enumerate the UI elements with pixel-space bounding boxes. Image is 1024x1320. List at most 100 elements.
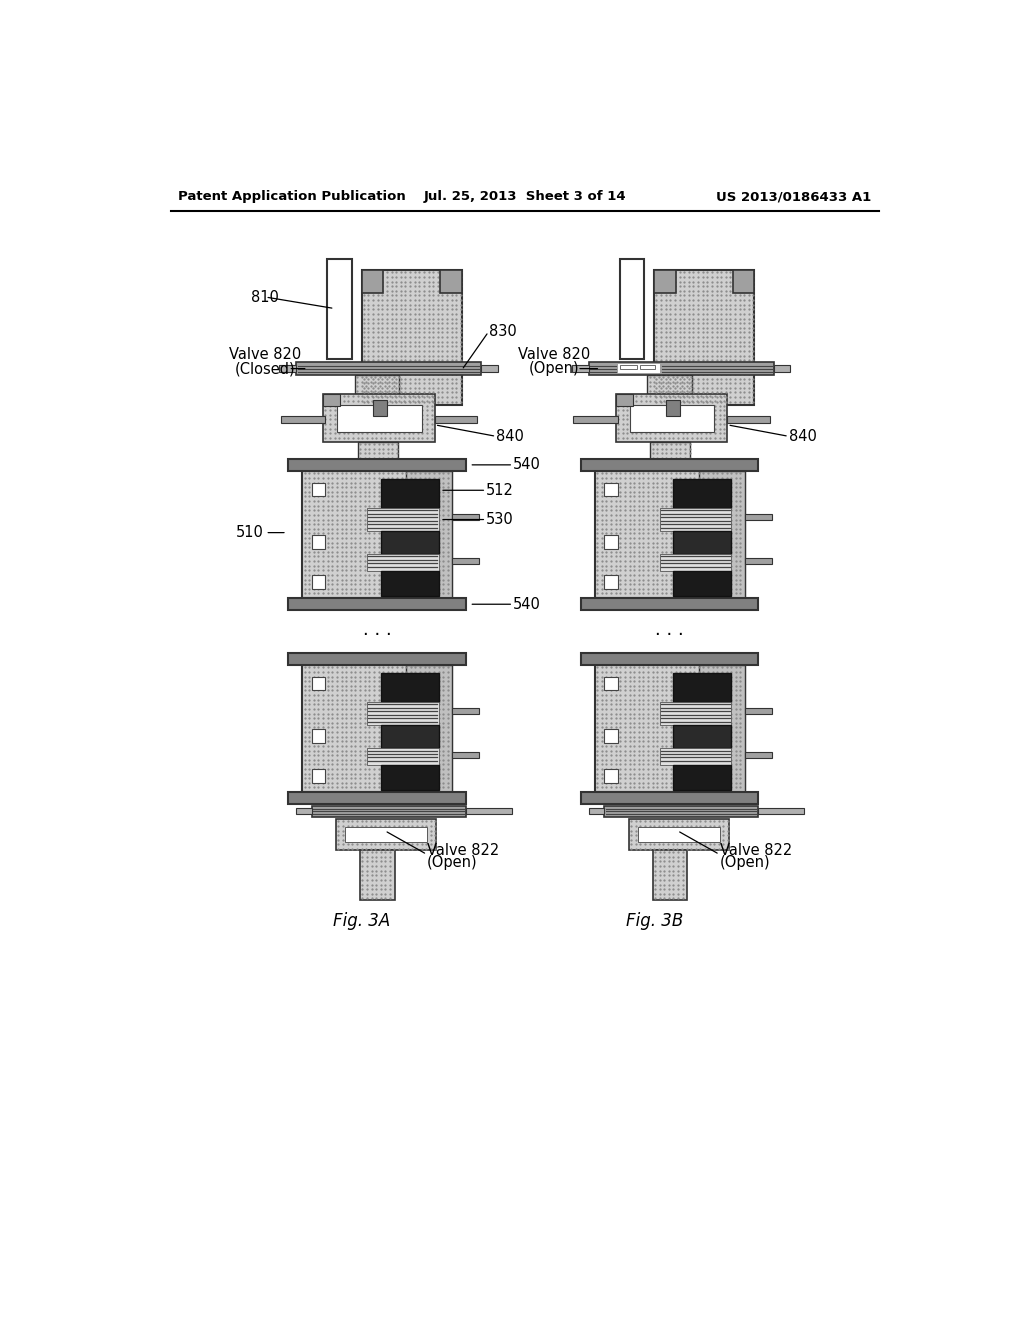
Bar — [638, 826, 720, 842]
Bar — [381, 673, 438, 702]
Bar — [629, 818, 729, 850]
Bar — [302, 665, 453, 792]
Bar — [589, 808, 604, 814]
Bar — [630, 405, 714, 432]
Bar — [571, 364, 589, 372]
Text: . . .: . . . — [655, 620, 684, 639]
Bar — [604, 535, 617, 549]
Bar — [652, 850, 687, 900]
Bar — [659, 554, 731, 572]
Bar — [440, 271, 462, 293]
Bar — [289, 792, 466, 804]
Bar — [367, 554, 438, 572]
Text: 530: 530 — [486, 512, 514, 527]
Bar — [758, 808, 804, 814]
Bar — [367, 748, 438, 766]
Bar — [674, 725, 731, 748]
Bar — [647, 375, 692, 395]
Text: 510: 510 — [236, 525, 264, 540]
Bar — [381, 766, 438, 789]
Bar — [296, 363, 481, 375]
Bar — [367, 508, 438, 531]
Bar — [674, 766, 731, 789]
Bar — [617, 364, 660, 374]
Bar — [621, 364, 637, 368]
Bar — [650, 442, 690, 459]
Bar — [589, 363, 773, 375]
Bar — [745, 708, 772, 714]
Bar — [337, 405, 422, 432]
Bar — [311, 770, 326, 783]
Text: Fig. 3A: Fig. 3A — [333, 912, 390, 931]
Text: (Open): (Open) — [528, 362, 580, 376]
Bar — [289, 653, 466, 665]
Bar — [280, 364, 296, 372]
Text: . . .: . . . — [362, 620, 391, 639]
Bar — [745, 558, 772, 564]
Bar — [289, 598, 466, 610]
Bar — [581, 459, 758, 471]
Bar — [604, 770, 617, 783]
Text: Valve 822: Valve 822 — [720, 843, 792, 858]
Text: Valve 820: Valve 820 — [229, 347, 301, 362]
Text: 540: 540 — [513, 597, 541, 611]
Bar — [323, 395, 340, 407]
Bar — [654, 271, 755, 405]
Bar — [407, 665, 453, 792]
Bar — [654, 271, 676, 293]
Bar — [581, 792, 758, 804]
Bar — [666, 400, 680, 416]
Bar — [360, 850, 394, 900]
Bar — [323, 395, 435, 442]
Bar — [604, 807, 758, 817]
Bar — [453, 558, 479, 564]
Bar — [407, 471, 453, 598]
Bar — [327, 259, 351, 359]
Bar — [311, 576, 326, 589]
Bar — [573, 416, 617, 424]
Bar — [733, 271, 755, 293]
Bar — [604, 576, 617, 589]
Text: 840: 840 — [788, 429, 817, 444]
Bar — [357, 442, 397, 459]
Bar — [373, 400, 387, 416]
Text: Valve 822: Valve 822 — [427, 843, 500, 858]
Text: 810: 810 — [251, 289, 280, 305]
Bar — [435, 416, 477, 424]
Bar — [659, 748, 731, 766]
Text: Fig. 3B: Fig. 3B — [626, 912, 683, 931]
Bar — [466, 808, 512, 814]
Text: (Closed): (Closed) — [234, 362, 296, 376]
Bar — [674, 673, 731, 702]
Bar — [745, 752, 772, 758]
Text: 512: 512 — [486, 483, 514, 498]
Bar — [381, 725, 438, 748]
Bar — [311, 483, 326, 496]
Bar — [311, 729, 326, 743]
Bar — [595, 471, 745, 598]
Bar — [296, 808, 311, 814]
Text: Patent Application Publication: Patent Application Publication — [178, 190, 407, 203]
Bar — [367, 702, 438, 725]
Bar — [773, 364, 791, 372]
Text: (Open): (Open) — [427, 855, 477, 870]
Bar — [674, 531, 731, 554]
Bar — [604, 729, 617, 743]
Bar — [311, 807, 466, 817]
Bar — [336, 818, 436, 850]
Bar — [698, 471, 745, 598]
Bar — [595, 665, 745, 792]
Text: (Open): (Open) — [720, 855, 770, 870]
Bar — [354, 375, 399, 395]
Bar — [604, 483, 617, 496]
Bar — [745, 515, 772, 520]
Bar — [361, 271, 462, 405]
Bar — [640, 364, 655, 368]
Text: 830: 830 — [488, 325, 516, 339]
Bar — [615, 395, 633, 407]
Text: 540: 540 — [513, 457, 541, 473]
Bar — [302, 471, 453, 598]
Bar — [345, 826, 427, 842]
Bar — [674, 479, 731, 508]
Text: Valve 820: Valve 820 — [518, 347, 590, 362]
